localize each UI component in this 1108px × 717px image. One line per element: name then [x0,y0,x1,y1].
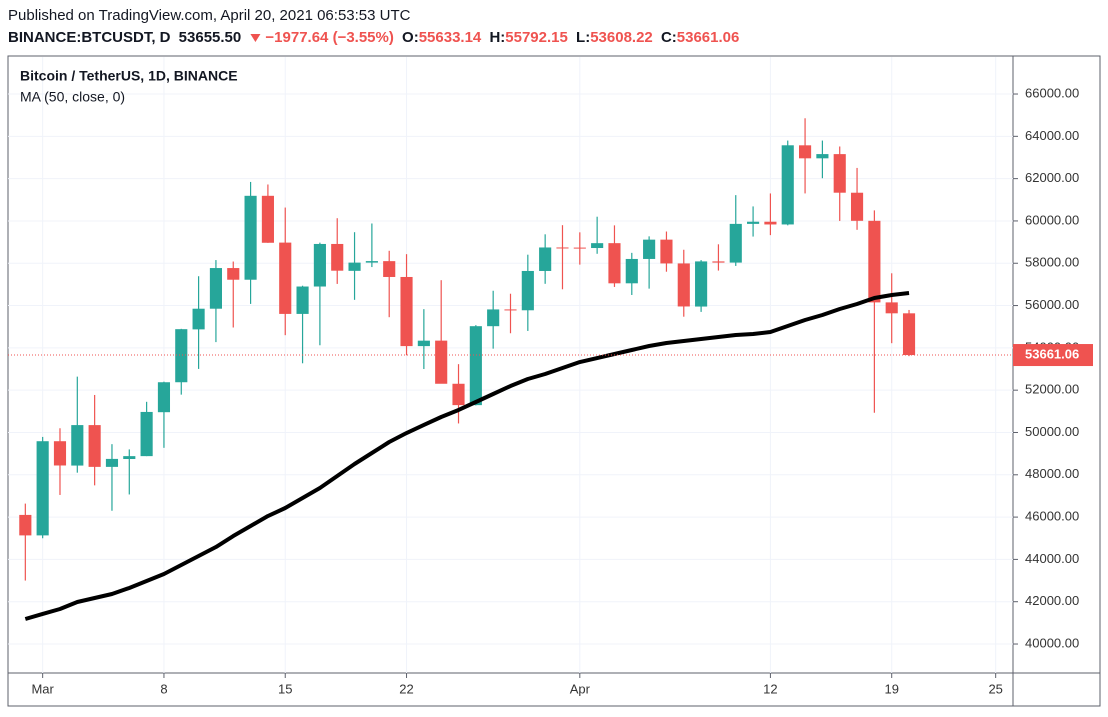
candle-body [209,268,222,309]
candle-body [850,192,864,221]
candle-body [19,514,32,536]
candle-body [175,329,188,383]
candle-body [625,258,638,284]
candle-body [643,239,656,259]
candle-body [868,220,881,303]
open-value: 55633.14 [419,29,482,46]
x-tick-label: 22 [399,681,413,696]
change: −1977.64 (−3.55%) [265,29,393,46]
candle-body [504,309,517,311]
candle-body [677,263,690,307]
y-tick-label: 42000.00 [1025,593,1079,608]
candle-body [747,221,760,224]
candle-body [729,223,742,263]
open-label: O: [402,29,419,46]
candle-body [88,425,101,467]
candle-body [556,247,569,249]
y-tick-label: 62000.00 [1025,170,1079,185]
y-tick-label: 56000.00 [1025,297,1079,312]
candle-body [331,243,344,271]
price: 53655.50 [179,29,242,46]
high-value: 55792.15 [505,29,568,46]
high-label: H: [489,29,505,46]
y-tick-label: 48000.00 [1025,466,1079,481]
x-tick-label: Mar [31,681,54,696]
candle-body [764,221,777,225]
chart-frame [7,55,1101,707]
y-tick-label: 50000.00 [1025,424,1079,439]
x-tick-label: 25 [988,681,1002,696]
candle-body [105,458,119,467]
candle-body [833,154,846,193]
x-tick-label: 12 [763,681,777,696]
candle-body [660,239,673,264]
candle-body [36,441,49,536]
candle-body [591,243,604,249]
moving-average-line [24,291,910,621]
candle-body [885,302,898,314]
candle-body [53,441,67,466]
candle-body [383,261,396,277]
candle-body [227,268,240,280]
legend-ma: MA (50, close, 0) [20,89,125,105]
y-tick-label: 64000.00 [1025,128,1079,143]
published-line: Published on TradingView.com, April 20, … [8,7,411,24]
candle-body [695,261,708,307]
symbol: BINANCE:BTCUSDT, D [8,29,171,46]
y-tick-label: 44000.00 [1025,551,1079,566]
candle-body [816,154,829,159]
candle-body [781,145,794,225]
candle-body [157,382,171,413]
last-price-label: 53661.06 [1025,346,1079,361]
candle-body [469,326,482,406]
close-label: C: [661,29,677,46]
candle-body [608,243,621,284]
candle-body [521,270,534,311]
candle-body [712,261,725,263]
x-tick-label: 8 [160,681,167,696]
candle-body [902,313,916,356]
candle-body [799,145,812,159]
candle-body [123,456,136,460]
y-tick-label: 58000.00 [1025,255,1079,270]
x-tick-label: Apr [570,681,591,696]
x-tick-label: 19 [884,681,898,696]
candle-body [261,195,274,243]
candle-body [435,340,448,384]
candle-body [279,242,292,314]
last-price-box [1013,344,1093,367]
y-tick-label: 40000.00 [1025,635,1079,650]
candle-body [296,286,309,314]
candle-body [244,195,257,280]
candle-body [539,247,552,271]
close-value: 53661.06 [677,29,740,46]
candle-body [573,247,586,249]
low-value: 53608.22 [590,29,653,46]
y-tick-label: 60000.00 [1025,212,1079,227]
candle-body [313,243,326,287]
candle-body [140,411,153,457]
x-tick-label: 15 [278,681,292,696]
candle-body [417,340,430,347]
down-arrow [250,34,261,42]
candle-body [400,276,413,347]
candle-body [365,261,378,263]
candle-body [348,262,361,271]
candle-body [71,425,84,466]
symbol-line: BINANCE:BTCUSDT, D 53655.50 −1977.64 (−3… [8,29,739,46]
y-tick-label: 52000.00 [1025,382,1079,397]
candle-body [487,309,500,327]
y-tick-label: 66000.00 [1025,85,1079,100]
legend-title: Bitcoin / TetherUS, 1D, BINANCE [20,68,238,84]
candle-body [192,308,205,330]
low-label: L: [576,29,590,46]
candle-body [452,383,465,406]
y-tick-label: 46000.00 [1025,509,1079,524]
